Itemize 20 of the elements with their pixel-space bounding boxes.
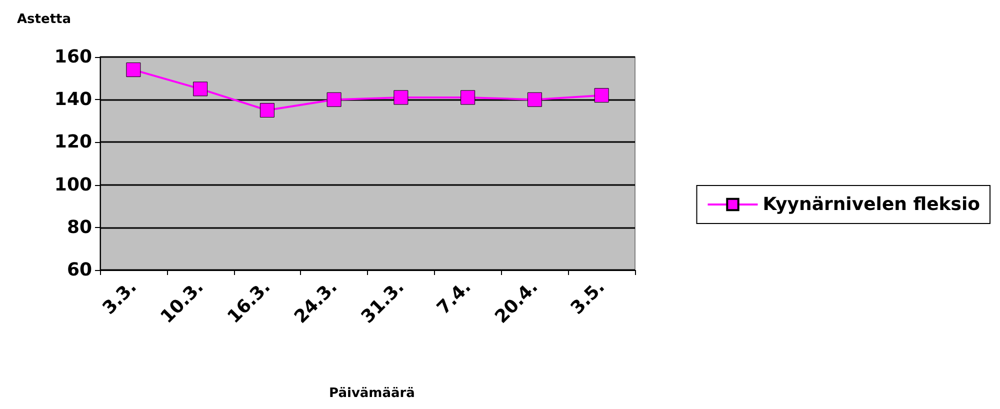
point: [260, 103, 274, 118]
x-tick-label: 7.4.: [433, 276, 476, 319]
x-tick-label: 3.3.: [98, 276, 141, 319]
point: [594, 88, 609, 103]
point: [460, 90, 476, 105]
y-axis-title: Astetta: [17, 12, 72, 27]
y-tick-label: 100: [54, 174, 92, 196]
point: [326, 92, 342, 107]
x-axis-title: Päivämäärä: [329, 386, 415, 401]
point: [126, 62, 141, 78]
y-tick-label: 120: [54, 132, 92, 153]
y-tick-label: 80: [66, 216, 92, 238]
y-tick-label: 60: [66, 260, 92, 280]
legend-label: Kyynärnivelen fleksio: [762, 194, 980, 215]
y-tick-label: 160: [54, 46, 92, 68]
point: [193, 82, 208, 96]
x-tick-label: 3.5.: [566, 276, 609, 319]
point: [394, 90, 408, 105]
y-tick-label: 140: [54, 89, 92, 110]
point: [527, 92, 542, 107]
